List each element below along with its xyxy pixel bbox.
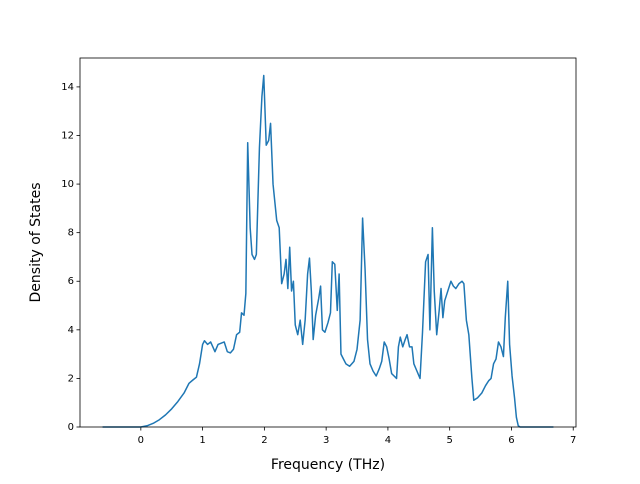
x-axis-label: Frequency (THz)	[271, 457, 385, 473]
x-tick-label: 1	[199, 435, 205, 446]
x-tick-label: 4	[385, 435, 391, 446]
plot-frame	[79, 57, 577, 428]
x-tick-label: 2	[261, 435, 267, 446]
x-tick-label: 0	[138, 435, 144, 446]
y-tick-label: 2	[68, 373, 74, 384]
y-tick-label: 8	[68, 228, 74, 239]
x-tick-label: 6	[508, 435, 514, 446]
x-tick-label: 3	[323, 435, 329, 446]
y-tick-label: 4	[68, 325, 74, 336]
y-axis-label: Density of States	[28, 183, 44, 303]
y-tick-label: 10	[61, 179, 74, 190]
y-tick-label: 14	[61, 82, 74, 93]
line	[102, 74, 554, 428]
y-tick-label: 12	[61, 130, 74, 141]
y-tick-label: 0	[68, 422, 74, 433]
y-tick-label: 6	[68, 276, 74, 287]
x-tick-label: 7	[570, 435, 576, 446]
x-tick-label: 5	[446, 435, 452, 446]
